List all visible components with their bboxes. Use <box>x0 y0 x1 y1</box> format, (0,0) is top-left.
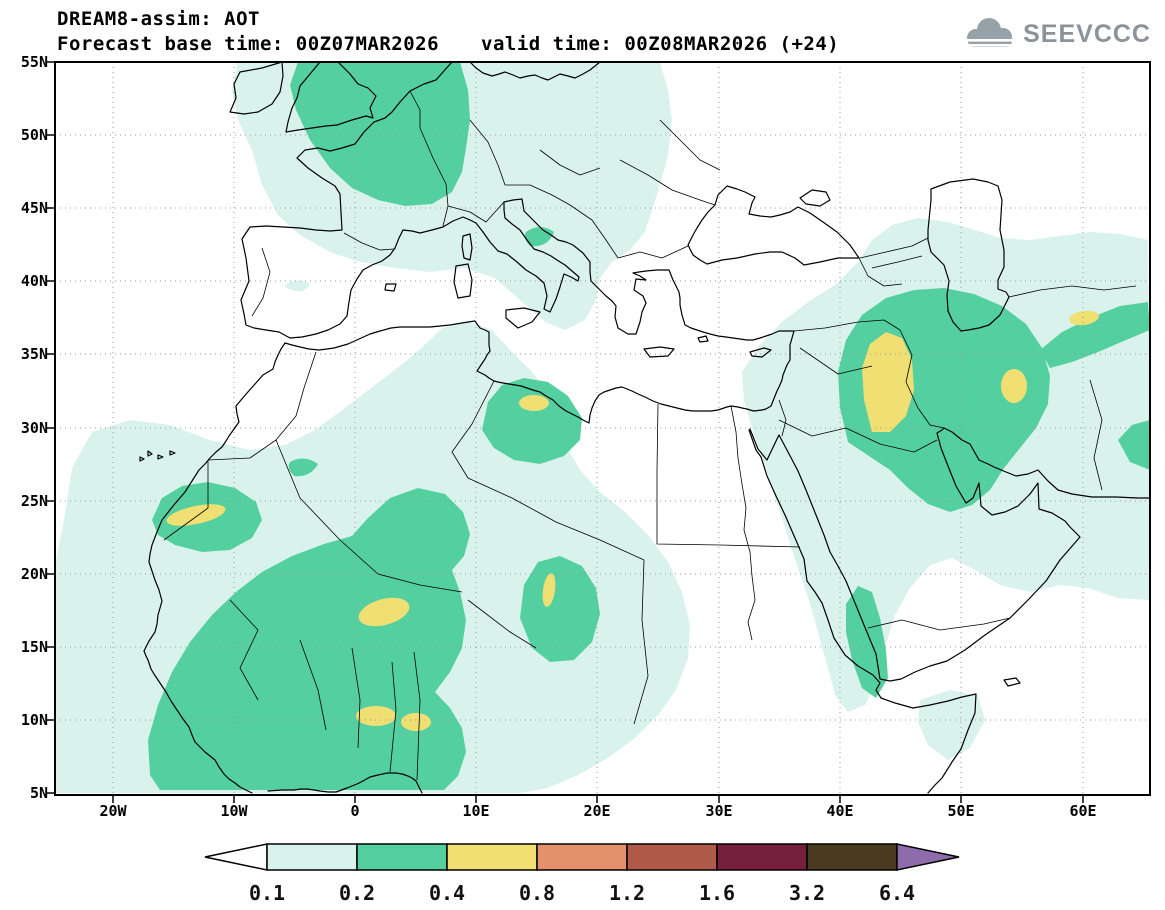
colorbar-value-0.4: 0.4 <box>429 881 465 905</box>
lat-label-15n: 15N <box>21 638 48 656</box>
lon-label-10e: 10E <box>462 802 489 820</box>
colorbar-segment-0 <box>266 843 358 871</box>
coastlines <box>139 62 1150 794</box>
colorbar-segment-5 <box>716 843 808 871</box>
lon-label-40e: 40E <box>826 802 853 820</box>
aot-level3-region-guinea-coast-west <box>356 706 396 726</box>
colorbar-segment-3 <box>536 843 628 871</box>
lat-label-5n: 5N <box>30 784 48 802</box>
y-axis-labels: 55N 50N 45N 40N 35N 30N 25N 20N 15N 10N … <box>21 53 48 802</box>
lat-label-55n: 55N <box>21 53 48 71</box>
aot-shading-layer <box>56 62 1150 793</box>
lon-label-0: 0 <box>350 802 359 820</box>
lon-label-20w: 20W <box>99 802 127 820</box>
colorbar-value-3.2: 3.2 <box>789 881 825 905</box>
lon-label-50e: 50E <box>947 802 974 820</box>
colorbar-above-max-arrow <box>896 843 960 871</box>
colorbar-value-0.8: 0.8 <box>519 881 555 905</box>
aot-level3-region-chad <box>542 573 556 607</box>
colorbar-value-1.6: 1.6 <box>699 881 735 905</box>
x-axis-labels: 20W 10W 0 10E 20E 30E 40E 50E 60E <box>99 802 1096 820</box>
graticule-layer <box>55 62 1150 795</box>
graticule-lines <box>55 62 1150 795</box>
lon-label-10w: 10W <box>220 802 248 820</box>
cloud-icon <box>965 18 1016 47</box>
aot-level3-regions <box>166 310 1099 731</box>
lat-label-30n: 30N <box>21 419 48 437</box>
map-title: DREAM8-assim: AOT <box>57 8 260 30</box>
coastline-layer <box>139 62 1150 794</box>
seevccc-logo: SEEVCCC <box>961 14 1151 54</box>
colorbar-below-min-arrow <box>204 843 268 871</box>
lat-label-40n: 40N <box>21 272 48 290</box>
colorbar-svg: 0.1 0.2 0.4 0.8 1.2 1.6 3.2 6.4 <box>204 843 960 905</box>
lat-label-50n: 50N <box>21 126 48 144</box>
colorbar-value-0.2: 0.2 <box>339 881 375 905</box>
lat-label-35n: 35N <box>21 345 48 363</box>
axis-ticks <box>47 61 1084 803</box>
aot-level3-region-guinea-coast-east <box>401 713 431 731</box>
lon-label-30e: 30E <box>705 802 732 820</box>
lat-label-25n: 25N <box>21 492 48 510</box>
aot-level3-region-niger <box>358 597 410 627</box>
colorbar-value-6.4: 6.4 <box>879 881 915 905</box>
lat-label-10n: 10N <box>21 711 48 729</box>
colorbar-segment-2 <box>446 843 538 871</box>
country-borders <box>163 90 1137 781</box>
aot-level3-region-mauritania <box>166 504 226 526</box>
valid-time: valid time: 00Z08MAR2026 (+24) <box>481 33 840 55</box>
logo-text: SEEVCCC <box>1023 19 1151 48</box>
lon-label-60e: 60E <box>1069 802 1096 820</box>
colorbar-segment-1 <box>356 843 448 871</box>
aot-level3-region-libya <box>519 395 549 411</box>
colorbar-segment-4 <box>626 843 718 871</box>
forecast-base-time: Forecast base time: 00Z07MAR2026 <box>57 33 440 55</box>
lat-label-20n: 20N <box>21 565 48 583</box>
colorbar-value-1.2: 1.2 <box>609 881 645 905</box>
map-subtitle: Forecast base time: 00Z07MAR2026 valid ti… <box>57 33 839 55</box>
aot-level3-region-east-iran <box>1069 310 1099 326</box>
lon-label-20e: 20E <box>583 802 610 820</box>
lat-label-45n: 45N <box>21 199 48 217</box>
aot-level3-region-zagros <box>1001 369 1027 403</box>
colorbar-value-0.1: 0.1 <box>249 881 285 905</box>
aot-level3-region-iraq <box>862 332 914 432</box>
colorbar-segment-6 <box>806 843 898 871</box>
